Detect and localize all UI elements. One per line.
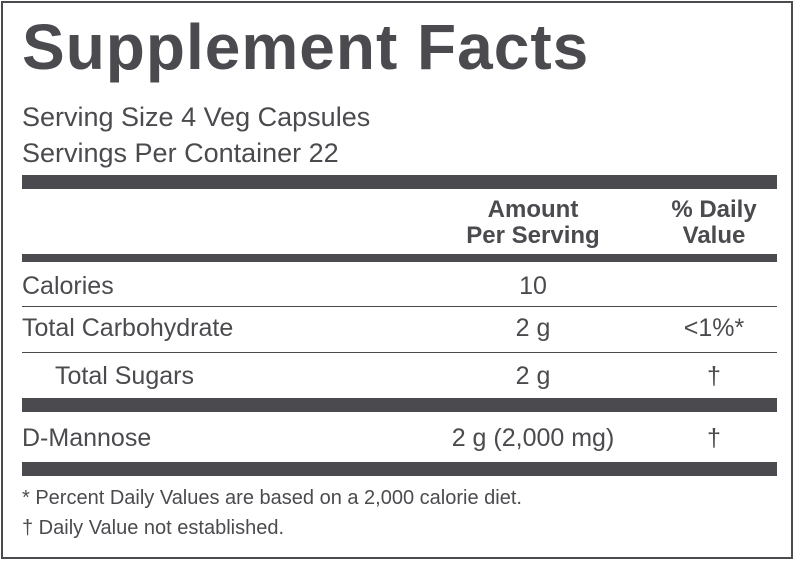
servings-per-container: Servings Per Container 22 — [22, 138, 339, 168]
row-amount-d-mannose: 2 g (2,000 mg) — [451, 424, 615, 452]
serving-size: Serving Size 4 Veg Capsules — [22, 102, 371, 132]
amount-per-serving-header: Amount Per Serving — [433, 197, 633, 249]
row-amount-calories: 10 — [519, 272, 547, 300]
thick-divider-middle — [22, 398, 777, 412]
row-name-d-mannose: D-Mannose — [22, 424, 152, 452]
amount-header-line2: Per Serving — [466, 222, 600, 249]
amount-header-line1: Amount — [487, 196, 579, 223]
row-dv-d-mannose: † — [707, 424, 721, 452]
thick-divider-bottom — [22, 462, 777, 476]
panel-title: Supplement Facts — [22, 11, 590, 83]
row-amount-total-carbohydrate: 2 g — [515, 314, 551, 342]
row-divider — [22, 306, 777, 307]
thick-divider-top — [22, 175, 777, 189]
row-name-calories: Calories — [22, 272, 114, 300]
daily-value-header: % Daily Value — [653, 197, 775, 249]
dv-header-line1: % Daily — [671, 196, 757, 223]
medium-divider-header — [22, 254, 777, 262]
row-dv-total-carbohydrate: <1%* — [683, 314, 745, 342]
footnote-daily-value-not-established: † Daily Value not established. — [22, 517, 285, 539]
row-amount-total-sugars: 2 g — [515, 362, 551, 390]
row-dv-total-sugars: † — [707, 362, 721, 390]
dv-header-line2: Value — [682, 222, 746, 249]
supplement-facts-panel: Supplement Facts Serving Size 4 Veg Caps… — [1, 1, 793, 559]
row-name-total-sugars: Total Sugars — [55, 362, 194, 390]
row-name-total-carbohydrate: Total Carbohydrate — [22, 314, 234, 342]
footnote-percent-daily-value: * Percent Daily Values are based on a 2,… — [22, 487, 522, 509]
row-divider — [22, 352, 777, 353]
